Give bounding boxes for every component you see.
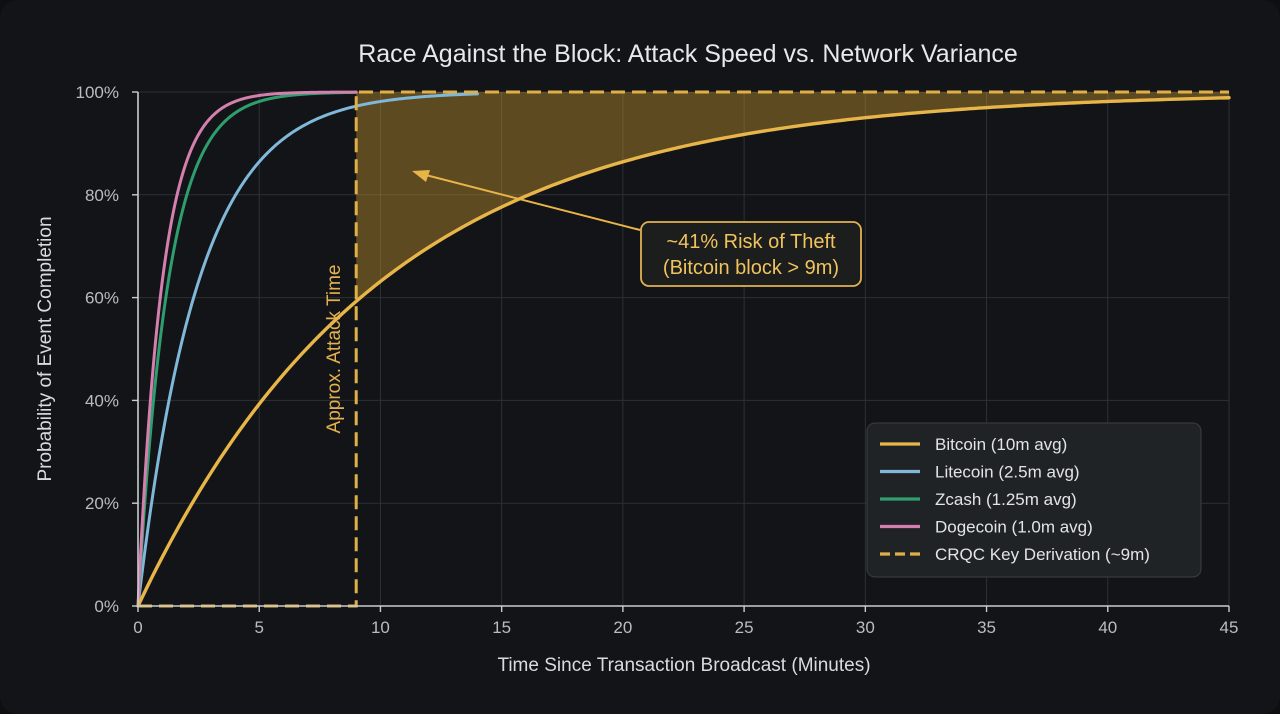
y-tick-label: 80%: [85, 186, 119, 205]
x-tick-label: 40: [1098, 618, 1117, 637]
y-tick-label: 20%: [85, 494, 119, 513]
x-tick-label: 10: [371, 618, 390, 637]
x-tick-label: 20: [613, 618, 632, 637]
legend-label-crqc: CRQC Key Derivation (~9m): [935, 545, 1150, 564]
x-tick-label: 35: [977, 618, 996, 637]
x-tick-label: 15: [492, 618, 511, 637]
shaded-region-layer: [356, 92, 1229, 302]
attack-time-label: Approx. Attack Time: [324, 265, 345, 434]
annotation-line-2: (Bitcoin block > 9m): [663, 257, 839, 279]
series-line-litecoin: [136, 92, 479, 608]
legend: Bitcoin (10m avg) Litecoin (2.5m avg) Zcas…: [866, 422, 1202, 578]
series-line-dogecoin: [136, 90, 358, 608]
tick-labels: 0 5 10 15 20 25 30 35 40 45 0% 20% 40% 60% 80% 100%: [76, 83, 1239, 637]
y-tick-label: 0%: [94, 597, 119, 616]
axes: [132, 91, 1230, 612]
y-axis-title: Probability of Event Completion: [35, 216, 56, 481]
x-tick-label: 30: [856, 618, 875, 637]
annotation-box: [640, 221, 862, 287]
risk-annotation: ~41% Risk of Theft (Bitcoin block > 9m): [412, 170, 862, 287]
annotation-arrow-line: [417, 172, 641, 231]
annotation-line-1: ~41% Risk of Theft: [666, 231, 836, 253]
risk-shaded-area: [356, 92, 1229, 302]
legend-box: [866, 422, 1202, 578]
x-tick-label: 45: [1220, 618, 1239, 637]
chart-title: Race Against the Block: Attack Speed vs.…: [358, 40, 1018, 68]
legend-label-zcash: Zcash (1.25m avg): [935, 490, 1077, 509]
legend-label-bitcoin: Bitcoin (10m avg): [935, 435, 1067, 454]
x-tick-label: 25: [735, 618, 754, 637]
y-tick-label: 60%: [85, 289, 119, 308]
annotation-arrowhead: [412, 170, 430, 182]
series-line-bitcoin: [136, 96, 1231, 608]
y-tick-label: 40%: [85, 391, 119, 410]
x-tick-label: 5: [254, 618, 263, 637]
legend-label-litecoin: Litecoin (2.5m avg): [935, 463, 1080, 482]
legend-label-dogecoin: Dogecoin (1.0m avg): [935, 518, 1093, 537]
y-tick-label: 100%: [76, 83, 119, 102]
x-tick-label: 0: [133, 618, 142, 637]
x-axis-title: Time Since Transaction Broadcast (Minute…: [497, 655, 870, 676]
